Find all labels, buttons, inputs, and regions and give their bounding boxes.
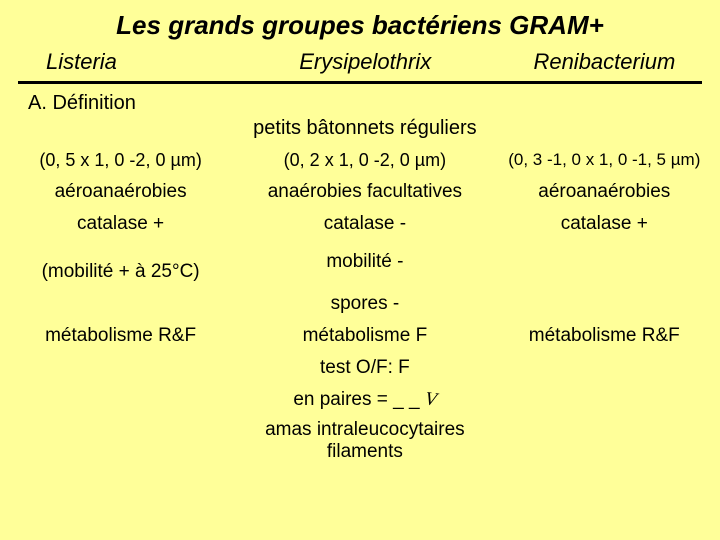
size-c1: (0, 5 x 1, 0 -2, 0 µm): [18, 150, 223, 171]
size-c2: (0, 2 x 1, 0 -2, 0 µm): [223, 150, 506, 171]
catalase-c1: catalase +: [18, 213, 223, 235]
catalase-c2: catalase -: [223, 213, 506, 235]
mobility-row: (mobilité + à 25°C) mobilité -: [18, 251, 702, 283]
mobility-c1: (mobilité + à 25°C): [18, 251, 223, 283]
col-header-listeria: Listeria: [18, 49, 224, 75]
metab-c2: métabolisme F: [223, 325, 506, 347]
testof-c2: test O/F: F: [223, 357, 506, 379]
oxygen-c1: aéroanaérobies: [18, 181, 223, 203]
amas-c2: amas intraleucocytaires filaments: [223, 419, 506, 463]
column-headers: Listeria Erysipelothrix Renibacterium: [18, 47, 702, 81]
oxygen-c2: anaérobies facultatives: [223, 181, 506, 203]
section-label: A. Définition: [18, 92, 136, 115]
catalase-row: catalase + catalase - catalase +: [18, 213, 702, 235]
amas-line2: filaments: [223, 441, 506, 463]
testof-row: test O/F: F: [18, 357, 702, 379]
spores-c2: spores -: [223, 293, 506, 315]
amas-line1: amas intraleucocytaires: [223, 419, 506, 441]
col-header-erysipelothrix: Erysipelothrix: [224, 49, 507, 75]
amas-row: amas intraleucocytaires filaments: [18, 419, 702, 463]
spores-row: spores -: [18, 293, 702, 315]
metab-c1: métabolisme R&F: [18, 325, 223, 347]
pairs-c2: en paires = _ _ V: [223, 389, 506, 411]
slide-page: Les grands groupes bactériens GRAM+ List…: [0, 0, 720, 540]
page-title: Les grands groupes bactériens GRAM+: [18, 10, 702, 41]
oxygen-row: aéroanaérobies anaérobies facultatives a…: [18, 181, 702, 203]
catalase-c3: catalase +: [507, 213, 702, 235]
size-row: (0, 5 x 1, 0 -2, 0 µm) (0, 2 x 1, 0 -2, …: [18, 150, 702, 171]
pairs-glyph-icon: V: [423, 388, 438, 411]
pairs-text: en paires = _ _: [293, 389, 425, 410]
oxygen-c3: aéroanaérobies: [507, 181, 702, 203]
mobility-c2: mobilité -: [223, 251, 506, 273]
desc-c2: petits bâtonnets réguliers: [223, 89, 506, 140]
divider: [18, 81, 702, 84]
metab-row: métabolisme R&F métabolisme F métabolism…: [18, 325, 702, 347]
size-c3: (0, 3 -1, 0 x 1, 0 -1, 5 µm): [507, 150, 702, 170]
pairs-row: en paires = _ _ V: [18, 389, 702, 411]
col-header-renibacterium: Renibacterium: [507, 49, 702, 75]
metab-c3: métabolisme R&F: [507, 325, 702, 347]
